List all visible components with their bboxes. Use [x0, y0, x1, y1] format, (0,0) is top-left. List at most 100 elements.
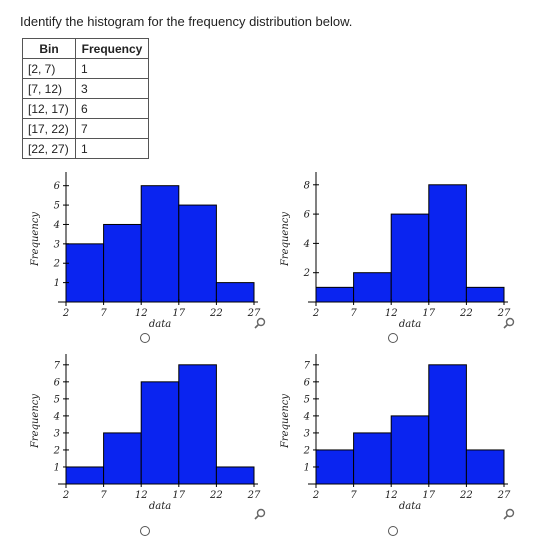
histogram-bar — [428, 364, 467, 485]
histogram-bar — [390, 213, 430, 303]
x-tick-label: 2 — [312, 308, 319, 319]
option-c-radio[interactable] — [140, 526, 150, 536]
magnifier-icon[interactable] — [503, 317, 515, 329]
frequency-cell: 1 — [75, 58, 149, 79]
table-header-row: Bin Frequency — [22, 38, 149, 59]
y-tick-label: 2 — [303, 268, 310, 279]
bin-header: Bin — [22, 38, 76, 59]
x-tick-label: 22 — [459, 490, 473, 501]
x-tick-label: 7 — [100, 308, 107, 319]
y-tick-label: 6 — [54, 181, 61, 192]
bin-cell: [22, 27) — [22, 138, 76, 159]
y-tick-label: 6 — [304, 210, 311, 221]
y-tick-label: 1 — [304, 462, 310, 473]
x-tick-label: 27 — [497, 490, 511, 501]
frequency-cell: 1 — [75, 138, 149, 159]
table-row: [17, 22) 7 — [22, 118, 149, 139]
x-axis-label: data — [399, 319, 421, 330]
y-tick-label: 5 — [54, 394, 60, 405]
histogram-bar — [215, 466, 255, 485]
x-tick-label: 7 — [350, 490, 357, 501]
table-row: [12, 17) 6 — [22, 98, 149, 119]
x-tick-label: 27 — [247, 308, 261, 319]
histogram-option-c: 2 7 12 17 22 27 1 2 3 4 5 6 7 data Frequency — [22, 352, 262, 522]
x-tick-label: 7 — [350, 308, 357, 319]
histogram-bar — [103, 432, 142, 485]
y-tick-label: 7 — [304, 360, 311, 371]
histogram-bar — [465, 286, 505, 303]
table-row: [2, 7) 1 — [22, 58, 149, 79]
x-tick-label: 17 — [422, 308, 435, 319]
histogram-bar — [215, 282, 255, 303]
x-tick-label: 22 — [209, 308, 223, 319]
y-axis-label: Frequency — [280, 394, 291, 449]
y-tick-label: 8 — [304, 180, 310, 191]
bin-cell: [2, 7) — [22, 58, 76, 79]
histogram-bar — [428, 184, 467, 303]
x-axis-label: data — [149, 319, 171, 330]
magnifier-icon[interactable] — [254, 508, 266, 520]
option-d-radio[interactable] — [388, 526, 398, 536]
x-tick-label: 2 — [62, 308, 69, 319]
bin-cell: [12, 17) — [22, 98, 76, 119]
table-row: [22, 27) 1 — [22, 138, 149, 159]
x-axis-label: data — [399, 501, 421, 512]
histogram-bar — [178, 364, 217, 485]
x-tick-label: 17 — [172, 308, 185, 319]
histogram-bar — [65, 466, 105, 485]
y-tick-label: 6 — [54, 377, 61, 388]
histogram-bar — [465, 449, 505, 485]
y-tick-label: 4 — [303, 239, 310, 250]
y-tick-label: 2 — [53, 445, 60, 456]
x-tick-label: 12 — [385, 490, 398, 501]
histogram-option-d: 2 7 12 17 22 27 1 2 3 4 5 6 7 data Frequency — [272, 352, 512, 522]
y-tick-label: 3 — [304, 428, 310, 439]
y-tick-label: 3 — [54, 239, 60, 250]
x-tick-label: 17 — [172, 490, 185, 501]
histogram-bar — [140, 185, 180, 303]
y-tick-label: 4 — [303, 411, 310, 422]
frequency-header: Frequency — [75, 38, 149, 59]
histogram-bar — [353, 272, 392, 303]
frequency-cell: 3 — [75, 78, 149, 99]
histogram-bar — [140, 381, 180, 485]
magnifier-icon[interactable] — [503, 508, 515, 520]
y-tick-label: 4 — [53, 220, 60, 231]
histogram-bar — [315, 286, 355, 303]
y-axis-label: Frequency — [30, 394, 41, 449]
y-tick-label: 1 — [54, 278, 60, 289]
y-tick-label: 2 — [303, 445, 310, 456]
x-tick-label: 2 — [312, 490, 319, 501]
frequency-cell: 6 — [75, 98, 149, 119]
histogram-option-a: 2 7 12 17 22 27 1 2 3 4 5 6 data Frequency — [22, 170, 262, 340]
histogram-bar — [353, 432, 392, 485]
x-tick-label: 7 — [100, 490, 107, 501]
frequency-cell: 7 — [75, 118, 149, 139]
histogram-bar — [315, 449, 355, 485]
option-b-radio[interactable] — [388, 333, 398, 343]
histogram-bar — [178, 204, 217, 303]
x-tick-label: 12 — [385, 308, 398, 319]
x-axis-label: data — [149, 501, 171, 512]
bin-cell: [7, 12) — [22, 78, 76, 99]
x-tick-label: 22 — [459, 308, 473, 319]
option-a-radio[interactable] — [140, 333, 150, 343]
magnifier-icon[interactable] — [254, 317, 266, 329]
y-axis-label: Frequency — [280, 212, 291, 267]
x-tick-label: 12 — [135, 490, 148, 501]
x-tick-label: 12 — [135, 308, 148, 319]
table-row: [7, 12) 3 — [22, 78, 149, 99]
question-text: Identify the histogram for the frequency… — [20, 14, 353, 29]
histogram-bar — [390, 415, 430, 485]
x-tick-label: 17 — [422, 490, 435, 501]
x-tick-label: 27 — [247, 490, 261, 501]
frequency-table: Bin Frequency [2, 7) 1 [7, 12) 3 [12, 17… — [22, 38, 149, 159]
y-tick-label: 7 — [54, 360, 61, 371]
bin-cell: [17, 22) — [22, 118, 76, 139]
y-tick-label: 3 — [54, 428, 60, 439]
y-tick-label: 4 — [53, 411, 60, 422]
x-tick-label: 27 — [497, 308, 511, 319]
